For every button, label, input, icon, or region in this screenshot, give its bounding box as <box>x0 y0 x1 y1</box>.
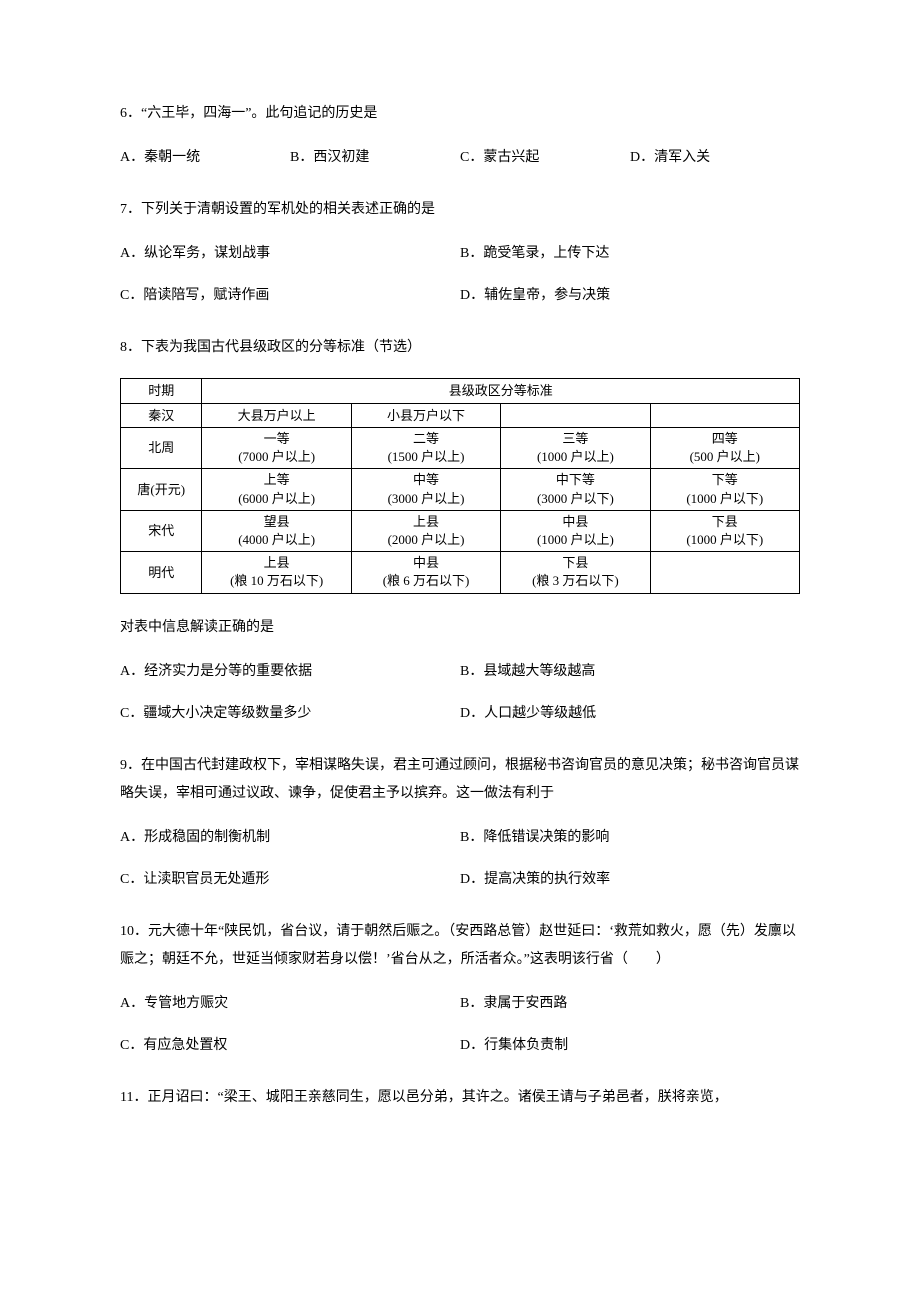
question-7-text: 7．下列关于清朝设置的军机处的相关表述正确的是 <box>120 196 800 224</box>
question-10-options-row1: A．专管地方赈灾 B．隶属于安西路 <box>120 990 800 1018</box>
table-header-row: 时期 县级政区分等标准 <box>121 379 800 404</box>
data-cell: 小县万户以下 <box>351 403 500 428</box>
data-cell: 下等 (1000 户以下) <box>650 469 799 510</box>
question-9-options-row1: A．形成稳固的制衡机制 B．降低错误决策的影响 <box>120 824 800 852</box>
option-6b: B．西汉初建 <box>290 144 460 172</box>
data-cell: 中县 (粮 6 万石以下) <box>351 552 500 593</box>
table-row-song: 宋代 望县 (4000 户以上) 上县 (2000 户以上) 中县 (1000 … <box>121 510 800 551</box>
county-classification-table: 时期 县级政区分等标准 秦汉 大县万户以上 小县万户以下 北周 一等 (7000… <box>120 378 800 594</box>
table: 时期 县级政区分等标准 秦汉 大县万户以上 小县万户以下 北周 一等 (7000… <box>120 378 800 594</box>
data-cell <box>501 403 650 428</box>
period-cell: 明代 <box>121 552 202 593</box>
option-8b: B．县域越大等级越高 <box>460 658 800 686</box>
question-8-followup: 对表中信息解读正确的是 <box>120 614 800 642</box>
question-6: 6．“六王毕，四海一”。此句追记的历史是 A．秦朝一统 B．西汉初建 C．蒙古兴… <box>120 100 800 172</box>
question-6-text: 6．“六王毕，四海一”。此句追记的历史是 <box>120 100 800 128</box>
data-cell: 上县 (粮 10 万石以下) <box>202 552 351 593</box>
data-cell <box>650 552 799 593</box>
question-8-options-row1: A．经济实力是分等的重要依据 B．县域越大等级越高 <box>120 658 800 686</box>
option-7a: A．纵论军务，谋划战事 <box>120 240 460 268</box>
option-7c: C．陪读陪写，赋诗作画 <box>120 282 460 310</box>
option-8c: C．疆域大小决定等级数量多少 <box>120 700 460 728</box>
question-9-text: 9．在中国古代封建政权下，宰相谋略失误，君主可通过顾问，根据秘书咨询官员的意见决… <box>120 752 800 808</box>
option-9d: D．提高决策的执行效率 <box>460 866 800 894</box>
data-cell: 下县 (粮 3 万石以下) <box>501 552 650 593</box>
table-row-beizhou: 北周 一等 (7000 户以上) 二等 (1500 户以上) 三等 (1000 … <box>121 428 800 469</box>
data-cell: 中下等 (3000 户以下) <box>501 469 650 510</box>
question-10: 10．元大德十年“陕民饥，省台议，请于朝然后赈之。（安西路总管）赵世延曰：‘救荒… <box>120 918 800 1060</box>
option-9b: B．降低错误决策的影响 <box>460 824 800 852</box>
data-cell: 中县 (1000 户以上) <box>501 510 650 551</box>
question-6-options: A．秦朝一统 B．西汉初建 C．蒙古兴起 D．清军入关 <box>120 144 800 172</box>
option-10d: D．行集体负责制 <box>460 1032 800 1060</box>
question-9-options-row2: C．让渎职官员无处遁形 D．提高决策的执行效率 <box>120 866 800 894</box>
question-7-options-row1: A．纵论军务，谋划战事 B．跪受笔录，上传下达 <box>120 240 800 268</box>
question-9: 9．在中国古代封建政权下，宰相谋略失误，君主可通过顾问，根据秘书咨询官员的意见决… <box>120 752 800 894</box>
option-7b: B．跪受笔录，上传下达 <box>460 240 800 268</box>
table-row-ming: 明代 上县 (粮 10 万石以下) 中县 (粮 6 万石以下) 下县 (粮 3 … <box>121 552 800 593</box>
option-6a: A．秦朝一统 <box>120 144 290 172</box>
question-7-options-row2: C．陪读陪写，赋诗作画 D．辅佐皇帝，参与决策 <box>120 282 800 310</box>
question-8: 8．下表为我国古代县级政区的分等标准（节选） 时期 县级政区分等标准 秦汉 大县… <box>120 334 800 728</box>
data-cell <box>650 403 799 428</box>
option-8a: A．经济实力是分等的重要依据 <box>120 658 460 686</box>
question-11: 11．正月诏曰：“梁王、城阳王亲慈同生，愿以邑分弟，其许之。诸侯王请与子弟邑者，… <box>120 1084 800 1112</box>
period-cell: 秦汉 <box>121 403 202 428</box>
data-cell: 上等 (6000 户以上) <box>202 469 351 510</box>
data-cell: 二等 (1500 户以上) <box>351 428 500 469</box>
option-6c: C．蒙古兴起 <box>460 144 630 172</box>
table-row-tang: 唐(开元) 上等 (6000 户以上) 中等 (3000 户以上) 中下等 (3… <box>121 469 800 510</box>
period-cell: 唐(开元) <box>121 469 202 510</box>
data-cell: 上县 (2000 户以上) <box>351 510 500 551</box>
option-10c: C．有应急处置权 <box>120 1032 460 1060</box>
question-10-text: 10．元大德十年“陕民饥，省台议，请于朝然后赈之。（安西路总管）赵世延曰：‘救荒… <box>120 918 800 974</box>
header-period: 时期 <box>121 379 202 404</box>
question-11-text: 11．正月诏曰：“梁王、城阳王亲慈同生，愿以邑分弟，其许之。诸侯王请与子弟邑者，… <box>120 1084 800 1112</box>
data-cell: 望县 (4000 户以上) <box>202 510 351 551</box>
option-10b: B．隶属于安西路 <box>460 990 800 1018</box>
option-8d: D．人口越少等级越低 <box>460 700 800 728</box>
period-cell: 宋代 <box>121 510 202 551</box>
question-8-options-row2: C．疆域大小决定等级数量多少 D．人口越少等级越低 <box>120 700 800 728</box>
data-cell: 中等 (3000 户以上) <box>351 469 500 510</box>
question-8-text: 8．下表为我国古代县级政区的分等标准（节选） <box>120 334 800 362</box>
option-10a: A．专管地方赈灾 <box>120 990 460 1018</box>
data-cell: 大县万户以上 <box>202 403 351 428</box>
question-10-options-row2: C．有应急处置权 D．行集体负责制 <box>120 1032 800 1060</box>
data-cell: 三等 (1000 户以上) <box>501 428 650 469</box>
header-standard: 县级政区分等标准 <box>202 379 800 404</box>
option-7d: D．辅佐皇帝，参与决策 <box>460 282 800 310</box>
option-9a: A．形成稳固的制衡机制 <box>120 824 460 852</box>
data-cell: 一等 (7000 户以上) <box>202 428 351 469</box>
period-cell: 北周 <box>121 428 202 469</box>
question-7: 7．下列关于清朝设置的军机处的相关表述正确的是 A．纵论军务，谋划战事 B．跪受… <box>120 196 800 310</box>
data-cell: 四等 (500 户以上) <box>650 428 799 469</box>
data-cell: 下县 (1000 户以下) <box>650 510 799 551</box>
table-row-qinhan: 秦汉 大县万户以上 小县万户以下 <box>121 403 800 428</box>
option-6d: D．清军入关 <box>630 144 800 172</box>
option-9c: C．让渎职官员无处遁形 <box>120 866 460 894</box>
